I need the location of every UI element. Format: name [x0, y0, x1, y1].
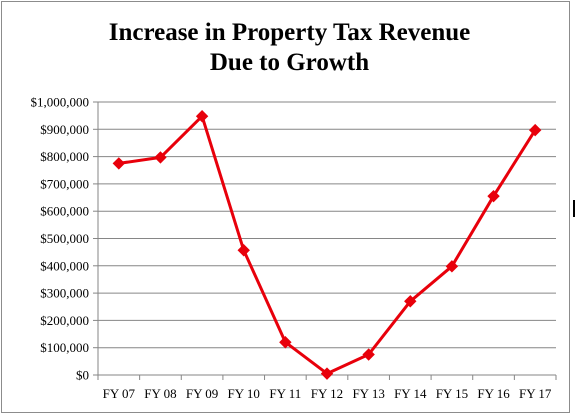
data-point-marker [445, 260, 459, 273]
gridlines [98, 101, 556, 349]
x-tick-label: FY 14 [394, 386, 427, 401]
x-tick-label: FY 08 [144, 386, 176, 401]
y-tick-label: $1,000,000 [31, 95, 90, 110]
data-point-marker [112, 157, 126, 170]
y-tick-label: $100,000 [40, 340, 89, 355]
axes [93, 101, 557, 380]
y-tick-label: $900,000 [40, 122, 89, 137]
x-tick-label: FY 12 [311, 386, 343, 401]
y-tick-label: $0 [76, 368, 89, 383]
data-point-marker [237, 244, 250, 257]
x-tick-label: FY 09 [186, 386, 218, 401]
y-tick-label: $600,000 [40, 204, 89, 219]
data-point-marker [320, 367, 334, 380]
series-line [118, 114, 537, 376]
x-tick-label: FY 16 [477, 386, 510, 401]
data-series [112, 109, 542, 380]
data-point-marker [528, 123, 542, 137]
y-tick-label: $700,000 [40, 176, 89, 191]
chart-title-line-2: Due to Growth [209, 49, 370, 76]
y-tick-label: $800,000 [40, 149, 89, 164]
y-tick-label: $200,000 [40, 313, 89, 328]
edge-mark [573, 200, 575, 217]
chart-title: Increase in Property Tax Revenue Due to … [0, 18, 579, 78]
chart-title-line-1: Increase in Property Tax Revenue [108, 19, 471, 46]
data-point-marker [362, 348, 375, 361]
x-tick-label: FY 13 [352, 386, 384, 401]
x-tick-label: FY 17 [519, 386, 552, 401]
y-axis-tick-labels: $0 $100,000 $200,000 $300,000 $400,000 $500,0… [31, 95, 90, 383]
x-tick-label: FY 15 [436, 386, 468, 401]
x-tick-label: FY 10 [228, 386, 260, 401]
data-point-marker [195, 109, 209, 123]
y-tick-label: $400,000 [40, 258, 89, 273]
x-axis-tick-labels: FY 07 FY 08 FY 09 FY 10 FY 11 FY 12 FY 13 FY 14… [103, 386, 552, 401]
y-tick-label: $500,000 [40, 231, 89, 246]
x-tick-label: FY 11 [269, 386, 301, 401]
data-point-marker [487, 189, 500, 203]
x-tick-label: FY 07 [103, 386, 136, 401]
data-point-marker [404, 295, 417, 308]
y-tick-label: $300,000 [40, 286, 89, 301]
data-point-marker [154, 151, 167, 164]
data-point-marker [279, 336, 292, 349]
